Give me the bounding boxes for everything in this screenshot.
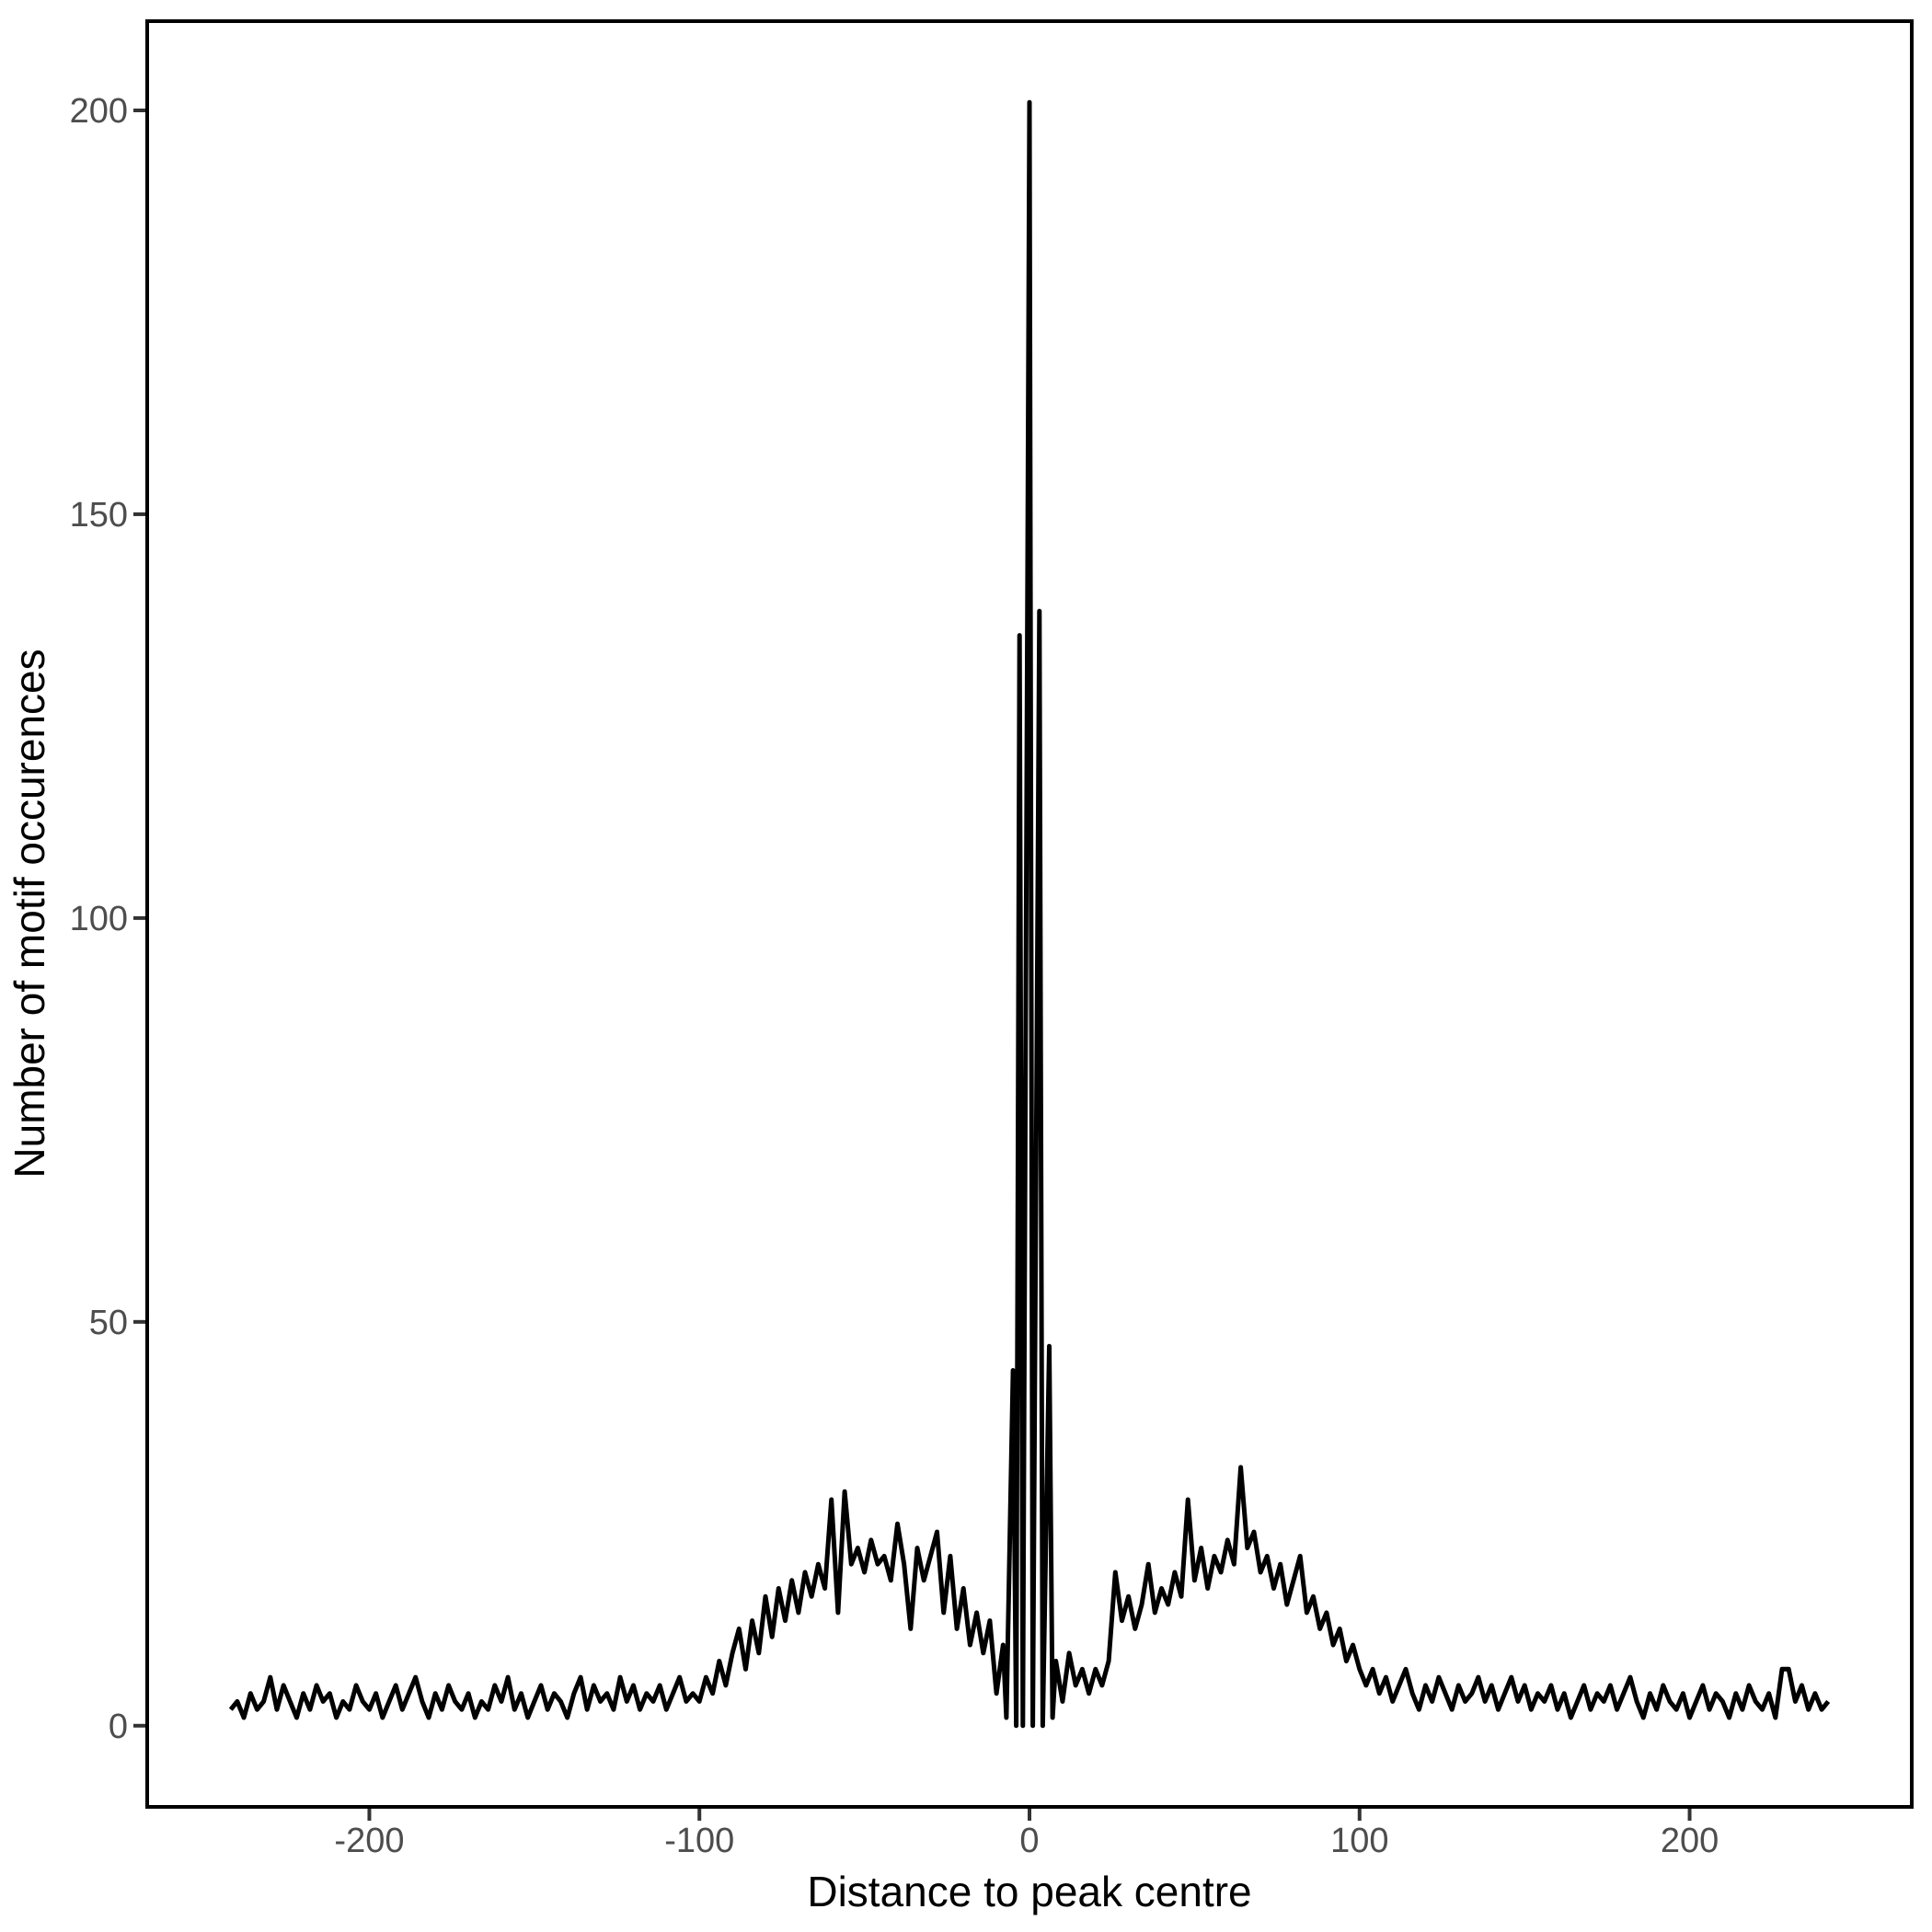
y-tick-label: 0 [109, 1708, 128, 1746]
y-tick-label: 150 [70, 496, 128, 535]
data-line-series [228, 99, 1831, 1729]
x-tick-label: -100 [664, 1822, 734, 1860]
y-axis-title: Number of motif occurences [6, 649, 53, 1178]
x-tick-label: -200 [334, 1822, 404, 1860]
y-tick-label: 50 [89, 1304, 128, 1342]
plot-panel-border [145, 19, 1914, 1809]
y-tick-label: 100 [70, 900, 128, 938]
x-tick-label: 0 [1019, 1822, 1039, 1860]
x-axis-title: Distance to peak centre [807, 1868, 1251, 1915]
x-axis-ticks: -200 -100 0 100 200 [334, 1809, 1719, 1860]
y-axis-ticks: 0 50 100 150 200 [70, 92, 145, 1746]
x-tick-label: 100 [1330, 1822, 1388, 1860]
y-tick-label: 200 [70, 92, 128, 131]
x-tick-label: 200 [1661, 1822, 1719, 1860]
